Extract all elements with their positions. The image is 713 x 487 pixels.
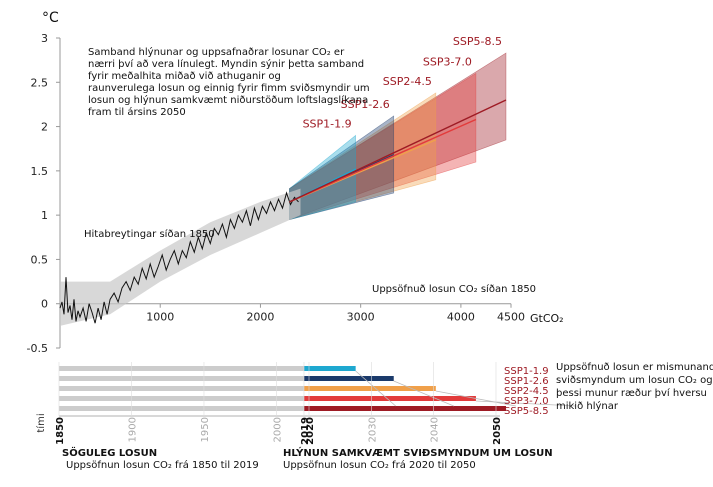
- timeline-year-label: 2019: [300, 417, 311, 445]
- projection-lines: [289, 99, 507, 203]
- warming-chart: °C -0.5 0 0.5 1 1.5 2 2.5 3 1000 2000 3000 4000 450…: [27, 10, 564, 355]
- ssp-labels: SSP1-1.9 SSP1-2.6 SSP2-4.5 SSP3-7.0 SSP5-8.5: [303, 35, 502, 130]
- timeline-year-label: 2030: [367, 417, 378, 442]
- timeline-ssp-label: SSP3-7.0: [504, 396, 549, 407]
- ssp-bar: [304, 366, 356, 371]
- timeline-year-label: 2040: [430, 417, 441, 442]
- annotation-line-5: losun og hlýnun samkvæmt niðurstöðum lof…: [88, 94, 368, 106]
- timeline-year-label: 1850: [55, 417, 66, 445]
- y-tick-label: 3: [41, 32, 48, 45]
- ssp-label: SSP1-2.6: [341, 98, 390, 111]
- timeline-bars: [59, 366, 506, 417]
- x-tick-labels: 1000 2000 3000 4000 4500: [146, 303, 525, 324]
- side-note-line-2: sviðsmyndum um losun CO₂ og: [556, 375, 713, 386]
- y-tick-labels: -0.5 0 0.5 1 1.5 2 2.5 3: [27, 32, 60, 355]
- future-subtitle: Uppsöfnun losun CO₂ frá 2020 til 2050: [283, 459, 476, 471]
- timeline-year-label: 2020: [305, 417, 316, 445]
- timeline-year-label: 2000: [272, 417, 283, 442]
- timeline-year-label: 2050: [492, 417, 503, 445]
- annotation-line-4: raunverulega losun og einnig fyrir fimm …: [88, 83, 370, 94]
- side-note: Uppsöfnuð losun er mismunandi í sviðsmyn…: [556, 361, 713, 412]
- annotation-line-1: Samband hlýnunar og uppsafnaðrar losunar…: [88, 46, 345, 58]
- historic-title: SÖGULEG LOSUN: [62, 445, 157, 459]
- connector-line: [393, 380, 454, 407]
- x-tick-label: 2000: [246, 311, 274, 324]
- x-tick-label: 1000: [146, 311, 174, 324]
- timeline-connectors: [355, 370, 576, 407]
- ssp-bar: [304, 376, 394, 381]
- historical-bar: [59, 396, 304, 401]
- timeline-ssp-label: SSP2-4.5: [504, 386, 549, 397]
- historical-line: [59, 191, 299, 324]
- future-title: HLÝNUN SAMKVÆMT SVIÐSMYNDUM UM LOSUN: [283, 446, 553, 459]
- y-tick-label: 0.5: [31, 253, 49, 266]
- x-tick-label: 4500: [497, 311, 525, 324]
- annotation-line-2: nærri því að vera línulegt. Myndin sýnir…: [88, 58, 364, 70]
- y-tick-label: -0.5: [27, 342, 48, 355]
- x-tick-label: 4000: [447, 311, 475, 324]
- historical-bar: [59, 366, 304, 371]
- connector-line: [355, 370, 396, 407]
- annotation-line-6: fram til ársins 2050: [88, 106, 186, 118]
- ssp-label: SSP3-7.0: [423, 55, 472, 68]
- ssp-label: SSP5-8.5: [453, 35, 502, 48]
- annotation-line-3: fyrir meðalhita miðað við athuganir og: [88, 71, 281, 82]
- timeline-ssp-label: SSP1-2.6: [504, 376, 549, 387]
- timeline-year-label: 1900: [127, 417, 138, 442]
- x-tick-label: 3000: [347, 311, 375, 324]
- side-note-line-3: þessi munur ræður því hversu: [556, 387, 707, 399]
- connector-line: [435, 390, 516, 407]
- y-axis-label: °C: [42, 10, 59, 26]
- timeline-year-label: 1950: [200, 417, 211, 442]
- x-axis-label: GtCO₂: [530, 312, 564, 325]
- y-tick-label: 2: [41, 121, 48, 134]
- historical-bar: [59, 406, 304, 411]
- time-axis-label: tími: [35, 413, 47, 432]
- historical-bar: [59, 386, 304, 391]
- timeline-ssp-label: SSP1-1.9: [504, 366, 549, 377]
- ssp-line: [289, 99, 507, 203]
- historical-label: Hitabreytingar síðan 1850: [84, 228, 215, 240]
- ssp-bar: [304, 396, 476, 401]
- y-tick-label: 1.5: [31, 165, 49, 178]
- ssp-bar: [304, 406, 506, 411]
- main-annotation: Samband hlýnunar og uppsafnaðrar losunar…: [88, 46, 373, 118]
- historical-bar: [59, 376, 304, 381]
- historic-subtitle: Uppsöfnun losun CO₂ frá 1850 til 2019: [66, 459, 259, 471]
- ssp-label: SSP2-4.5: [383, 75, 432, 88]
- ssp-bar: [304, 386, 436, 391]
- connector-line: [475, 400, 576, 407]
- ssp-label: SSP1-1.9: [303, 117, 352, 130]
- side-note-line-4: mikið hlýnar: [556, 400, 619, 412]
- timeline-ssp-label: SSP5-8.5: [504, 406, 549, 417]
- y-tick-label: 1: [41, 209, 48, 222]
- y-tick-label: 0: [41, 298, 48, 311]
- side-note-line-1: Uppsöfnuð losun er mismunandi í: [556, 361, 713, 373]
- cumulative-label: Uppsöfnuð losun CO₂ síðan 1850: [372, 283, 536, 295]
- ssp-line: [289, 118, 477, 203]
- y-tick-label: 2.5: [31, 76, 49, 89]
